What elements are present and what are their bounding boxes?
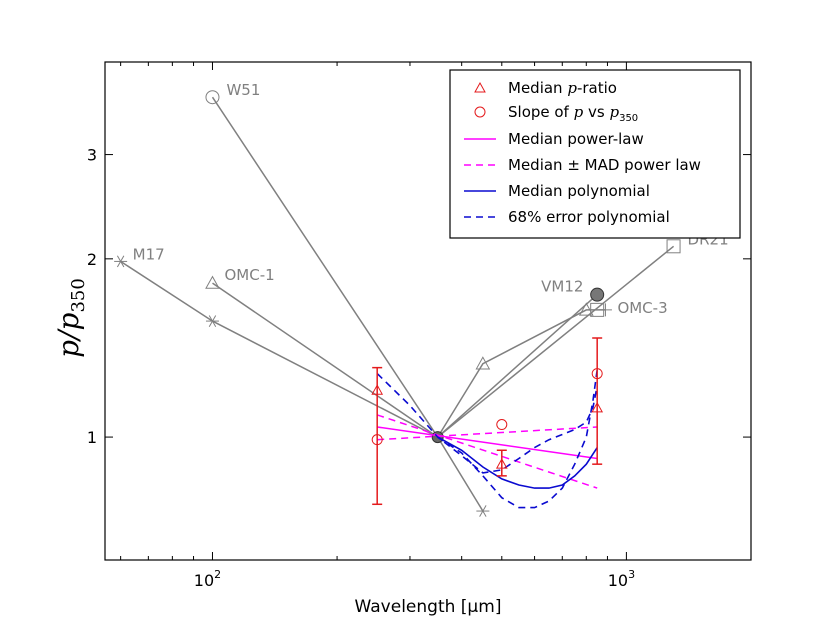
triangle-marker: [495, 458, 508, 469]
marker-circle: [474, 106, 486, 118]
mad-power-law-upper-line: [377, 426, 598, 441]
x-axis-title: Wavelength [μm]: [355, 597, 502, 617]
plot-frame: [104, 61, 752, 561]
legend-box: [449, 69, 741, 239]
star-marker-arm: [116, 255, 125, 268]
star-marker-arm: [208, 315, 217, 327]
error-polynomial-lower-line: [437, 369, 598, 509]
marker-triangle: [371, 384, 384, 395]
marker-star: [205, 315, 219, 327]
legend-label-median_p_ratio: Median p-ratio: [508, 79, 617, 97]
y-axis-title: p/p350: [52, 278, 89, 358]
marker-star: [476, 505, 490, 517]
error-polynomial-upper-line: [376, 373, 598, 474]
circle-marker: [205, 90, 220, 105]
y-tick-label: 3: [87, 146, 97, 165]
x-tick-label: 102: [194, 568, 221, 590]
legend-label-median_polynomial: Median polynomial: [508, 182, 650, 200]
median-power-law-line: [377, 426, 598, 460]
marker-triangle: [475, 356, 491, 370]
marker-circle: [591, 368, 603, 380]
square-marker: [666, 239, 681, 254]
series-layer: [114, 90, 681, 517]
marker-circle: [496, 419, 508, 431]
y-tick-label: 1: [87, 428, 97, 447]
marker-triangle: [578, 302, 594, 316]
legend-label-slope: Slope of p vs p350: [508, 103, 638, 124]
marker-square: [666, 239, 681, 254]
legend-label-error_polynomial: 68% error polynomial: [508, 208, 670, 226]
marker-circle: [205, 90, 220, 105]
source-line-omc-3: [437, 309, 606, 438]
median-polynomial-line: [437, 436, 598, 489]
legend: Median p-ratio Slope of p vs p350 Median p…: [449, 69, 741, 239]
triangle-marker: [591, 401, 604, 413]
source-line-w51: [211, 96, 439, 438]
marker-filled-circle: [590, 287, 605, 302]
source-line-dr21: [437, 245, 675, 438]
source-label-vm12: VM12: [541, 278, 583, 296]
source-label-m17: M17: [133, 245, 165, 263]
circle-marker: [591, 368, 603, 380]
circle-marker: [371, 434, 383, 446]
marker-star: [114, 255, 128, 268]
circle-marker: [496, 419, 508, 431]
triangle-marker: [371, 384, 384, 395]
y-tick-label: 2: [87, 250, 97, 269]
source-label-w51: W51: [226, 81, 260, 99]
triangle-marker: [205, 275, 220, 289]
marker-circle: [371, 434, 383, 446]
circle-marker: [474, 106, 486, 118]
marker-triangle: [474, 81, 486, 93]
triangle-marker: [578, 302, 594, 316]
source-line-m17: [120, 260, 484, 512]
marker-triangle: [205, 275, 220, 289]
axis-ticks: 102 103 1 2 3: [87, 62, 752, 590]
marker-triangle: [495, 458, 508, 469]
source-label-omc-1: OMC-1: [224, 266, 274, 284]
source-label-omc-3: OMC-3: [617, 299, 667, 317]
triangle-marker: [474, 81, 486, 93]
star-marker-arm: [479, 505, 487, 517]
legend-label-mad_power_law: Median ± MAD power law: [508, 156, 701, 174]
filled-circle-marker: [590, 287, 605, 302]
triangle-marker: [475, 356, 491, 370]
x-tick-label: 103: [608, 568, 635, 590]
marker-triangle: [591, 401, 604, 413]
legend-label-median_power_law: Median power-law: [508, 130, 644, 148]
marker-plus: [598, 303, 612, 317]
source-line-omc-1: [212, 282, 439, 438]
mad-power-law-lower-line: [376, 414, 598, 489]
